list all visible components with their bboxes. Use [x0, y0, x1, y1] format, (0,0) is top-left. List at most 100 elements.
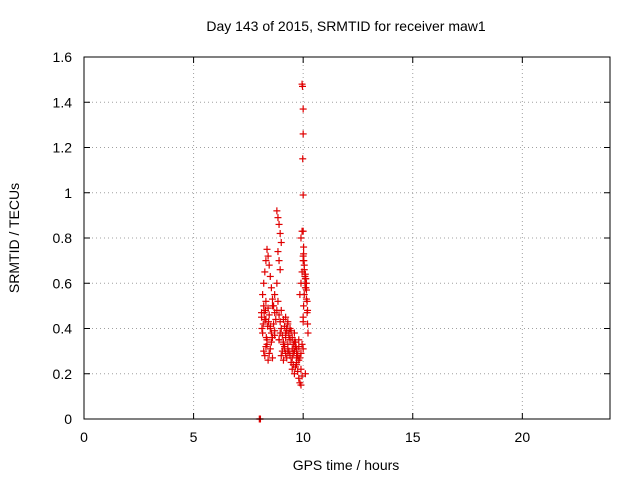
- data-point: [301, 370, 309, 378]
- data-point: [290, 329, 298, 337]
- y-tick-label: 1: [64, 185, 72, 201]
- data-point: [300, 302, 308, 310]
- data-point: [299, 82, 307, 90]
- data-point: [264, 356, 272, 364]
- data-point: [267, 338, 275, 346]
- data-point: [274, 214, 282, 222]
- data-point: [262, 257, 270, 265]
- data-point: [299, 227, 307, 235]
- y-tick-label: 0: [64, 411, 72, 427]
- data-point: [266, 272, 274, 280]
- data-point: [300, 266, 308, 274]
- data-point: [293, 347, 301, 355]
- data-point: [265, 311, 273, 319]
- data-point: [265, 261, 273, 269]
- data-point: [304, 320, 312, 328]
- data-point: [268, 295, 276, 303]
- data-point: [297, 349, 305, 357]
- y-tick-label: 0.8: [53, 230, 73, 246]
- data-point: [284, 347, 292, 355]
- data-point: [258, 309, 266, 317]
- x-tick-labels: 0 5 10 15 20: [80, 429, 530, 445]
- data-point: [288, 354, 296, 362]
- data-point: [260, 302, 268, 310]
- axis-ticks: [83, 56, 610, 420]
- data-point: [260, 279, 268, 287]
- y-tick-label: 1.4: [53, 94, 73, 110]
- data-point: [264, 304, 272, 312]
- data-point: [263, 245, 271, 253]
- data-point: [274, 248, 282, 256]
- data-point: [297, 234, 305, 242]
- data-point: [259, 329, 267, 337]
- data-point: [288, 334, 296, 342]
- data-point: [293, 361, 301, 369]
- data-point: [300, 257, 308, 265]
- y-tick-label: 1.6: [53, 49, 73, 65]
- x-tick-label: 20: [515, 429, 531, 445]
- data-point: [302, 279, 310, 287]
- data-point: [282, 313, 290, 321]
- data-point: [273, 207, 281, 215]
- data-point: [277, 352, 285, 360]
- data-point: [299, 345, 307, 353]
- data-point: [297, 381, 305, 389]
- data-point: [300, 243, 308, 251]
- data-point: [262, 343, 270, 351]
- data-point: [262, 297, 270, 305]
- data-point: [261, 352, 269, 360]
- data-point: [303, 309, 311, 317]
- data-point: [296, 354, 304, 362]
- data-point: [268, 302, 276, 310]
- data-point: [275, 257, 283, 265]
- data-point: [261, 268, 269, 276]
- data-point: [286, 325, 294, 332]
- y-tick-label: 0.6: [53, 275, 73, 291]
- data-point: [276, 229, 284, 237]
- data-point: [279, 340, 287, 348]
- data-point: [276, 266, 284, 274]
- data-point: [301, 275, 309, 283]
- y-tick-label: 0.4: [53, 321, 73, 337]
- data-point: [264, 252, 272, 260]
- y-tick-label: 1.2: [53, 140, 73, 156]
- data-point: [302, 284, 310, 292]
- data-point: [271, 331, 279, 339]
- data-point: [267, 284, 275, 292]
- data-points: [255, 80, 312, 423]
- data-point: [275, 220, 283, 228]
- data-point: [274, 297, 282, 305]
- data-point: [299, 105, 307, 113]
- data-point: [258, 325, 266, 332]
- chart-title: Day 143 of 2015, SRMTID for receiver maw…: [206, 18, 486, 34]
- data-point: [262, 315, 270, 323]
- data-point: [259, 320, 267, 328]
- data-point: [272, 315, 280, 323]
- data-point: [277, 306, 285, 314]
- data-point: [266, 345, 274, 353]
- data-point: [263, 336, 271, 344]
- y-axis-title: SRMTID / TECUs: [6, 183, 22, 293]
- data-point: [299, 318, 307, 326]
- data-point: [299, 191, 307, 199]
- x-tick-label: 15: [405, 429, 421, 445]
- grid-lines: [84, 57, 610, 419]
- data-point: [298, 340, 306, 348]
- x-tick-label: 0: [80, 429, 88, 445]
- data-point: [265, 349, 273, 357]
- data-point: [299, 252, 307, 260]
- data-point: [299, 130, 307, 138]
- plot-frame: [83, 56, 611, 420]
- data-point: [271, 291, 279, 299]
- x-axis-title: GPS time / hours: [293, 457, 400, 473]
- data-point: [302, 295, 310, 303]
- data-point: [300, 291, 308, 299]
- y-tick-labels: 0 0.2 0.4 0.6 0.8 1 1.2 1.4 1.6: [53, 49, 73, 427]
- data-point: [260, 347, 268, 355]
- data-point: [295, 336, 303, 344]
- data-point: [277, 239, 285, 247]
- x-tick-label: 5: [190, 429, 198, 445]
- data-point: [284, 318, 292, 326]
